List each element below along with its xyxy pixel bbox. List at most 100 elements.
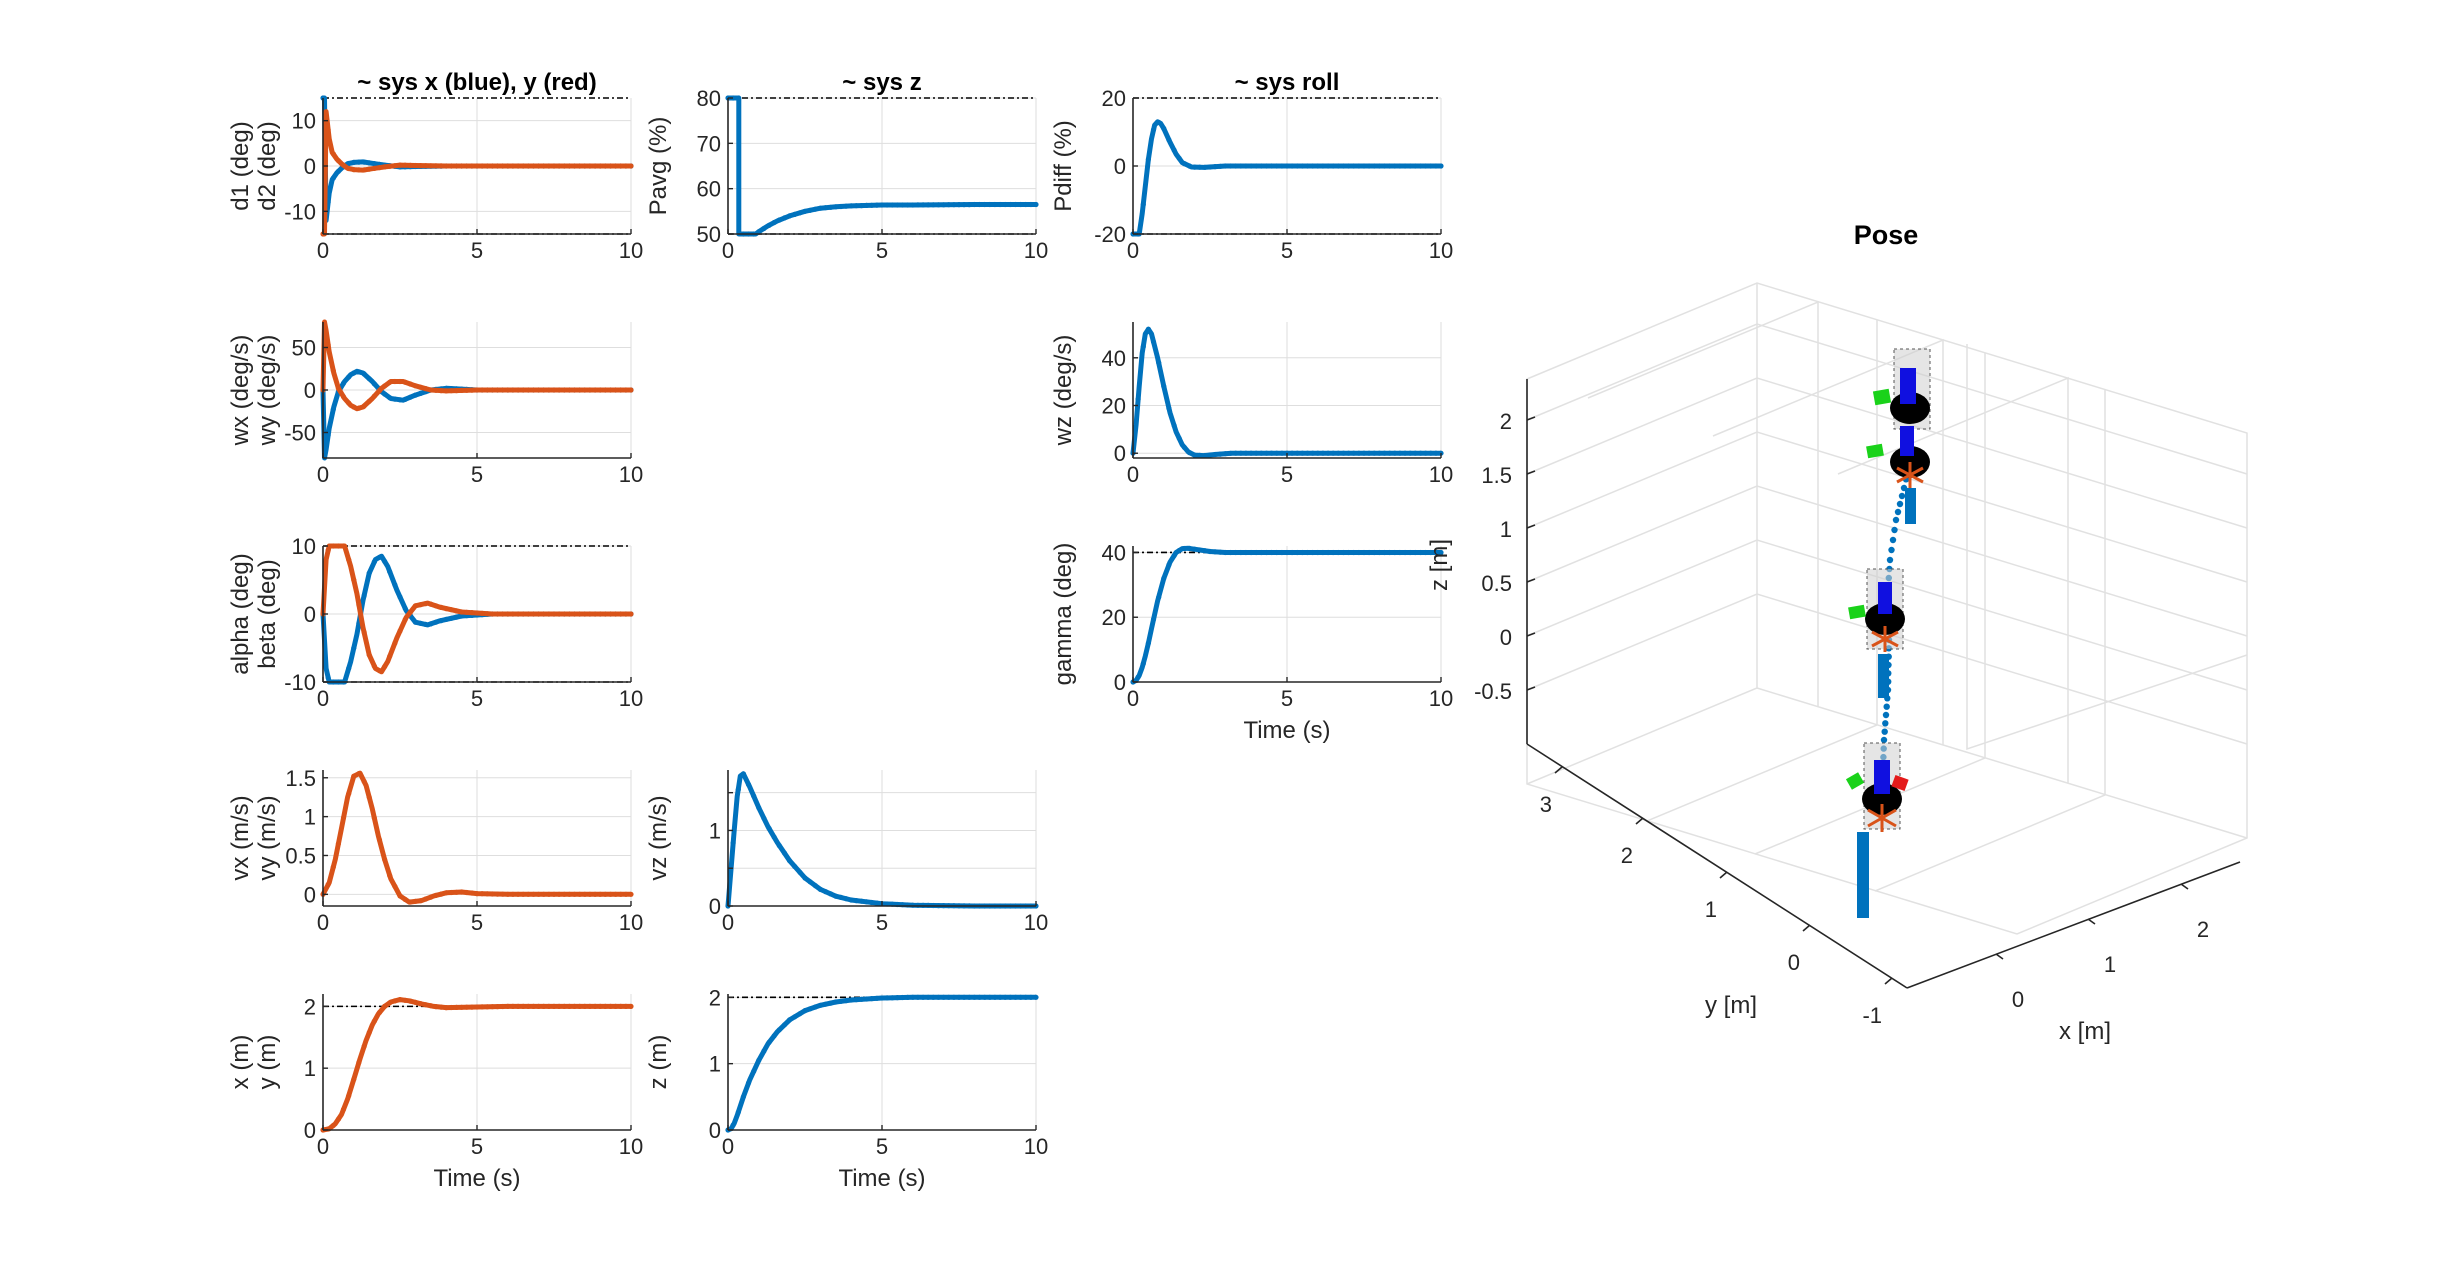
data-point	[817, 1002, 824, 1008]
data-point	[1407, 163, 1413, 169]
data-point	[423, 601, 429, 607]
data-point	[366, 166, 372, 172]
data-point	[1294, 549, 1300, 556]
data-point	[1233, 450, 1239, 456]
data-point	[397, 378, 403, 385]
data-point	[1222, 549, 1228, 556]
x-tick-label: 5	[471, 910, 483, 935]
data-point	[751, 1068, 757, 1074]
data-point	[628, 891, 634, 897]
data-point	[613, 1003, 619, 1010]
data-point	[797, 1011, 803, 1017]
trajectory-point	[1892, 516, 1900, 524]
data-point	[325, 1126, 331, 1132]
data-point	[1233, 163, 1239, 169]
x-tick-label: 5	[1281, 462, 1293, 487]
data-point	[571, 611, 578, 617]
subplot-p-vz: 0 5 10 0 1 vz (m/s)	[645, 770, 1048, 935]
data-point	[910, 202, 916, 208]
data-point	[392, 883, 398, 890]
data-point	[997, 994, 1003, 1000]
data-point	[412, 603, 418, 609]
data-point	[1274, 549, 1280, 556]
data-point	[356, 405, 362, 411]
data-point	[474, 610, 480, 616]
data-point	[412, 392, 418, 398]
data-point	[510, 387, 516, 393]
data-point	[407, 381, 413, 387]
data-point	[1161, 575, 1167, 582]
pose-zticklabel: 1.5	[1481, 463, 1512, 488]
data-point	[469, 890, 475, 896]
data-point	[433, 163, 439, 169]
data-point	[946, 994, 952, 1000]
data-point	[551, 387, 557, 393]
data-point	[1033, 201, 1039, 208]
data-point	[371, 165, 377, 171]
data-point	[843, 203, 849, 209]
data-point	[1402, 450, 1408, 456]
data-point	[756, 229, 762, 235]
data-point	[905, 994, 911, 1001]
data-point	[1012, 201, 1019, 208]
data-point	[494, 387, 501, 393]
data-point	[992, 201, 998, 208]
data-point	[464, 1004, 470, 1010]
data-point	[520, 387, 526, 393]
data-point	[366, 398, 372, 404]
data-point	[879, 995, 885, 1001]
data-point	[340, 394, 347, 400]
data-point	[433, 892, 439, 899]
y-tick-label: 0	[1114, 670, 1126, 695]
data-point	[756, 805, 762, 811]
data-point	[607, 611, 614, 617]
data-point	[417, 620, 424, 626]
pose-xticklabel: 2	[2197, 917, 2209, 942]
data-point	[1176, 435, 1182, 441]
data-point	[1423, 450, 1429, 456]
data-point	[982, 201, 988, 208]
pose-tick-labels: 2 1.5 1 0.5 0 -0.5 3 2 1 0 -1 0 1 2	[1474, 409, 2209, 1028]
data-point	[423, 621, 429, 628]
y-tick-label: 0	[1114, 154, 1126, 179]
data-point	[494, 891, 501, 897]
data-point	[858, 898, 865, 904]
x-tick-label: 5	[876, 910, 888, 935]
data-point	[822, 205, 829, 211]
data-point	[351, 645, 357, 651]
data-point	[561, 1003, 567, 1010]
y-axis-label: vy (m/s)	[254, 795, 281, 880]
x-tick-label: 5	[1281, 686, 1293, 711]
data-point	[505, 163, 511, 169]
data-point	[402, 162, 408, 168]
data-point	[1371, 549, 1377, 556]
x-tick-label: 10	[619, 238, 643, 263]
data-point	[817, 886, 824, 893]
data-point	[479, 387, 485, 393]
data-point	[797, 869, 803, 875]
data-point	[443, 1005, 449, 1011]
y-tick-label: 10	[292, 109, 316, 134]
data-point	[356, 167, 362, 173]
data-point	[1376, 549, 1382, 556]
data-point	[807, 1006, 813, 1012]
pose-axes	[1526, 379, 2241, 989]
subplot-p-xy: 0 5 10 0 1 2 x (m) y (m) Time (s)	[227, 994, 643, 1192]
data-point	[433, 1004, 439, 1010]
data-point	[1361, 549, 1367, 556]
data-point	[1351, 450, 1357, 456]
data-point	[510, 611, 516, 617]
data-point	[392, 396, 398, 402]
data-point	[361, 778, 367, 785]
data-point	[474, 891, 480, 897]
data-point	[494, 1004, 501, 1010]
data-point	[987, 201, 993, 208]
data-point	[987, 994, 993, 1000]
data-point	[1320, 163, 1326, 169]
data-point	[325, 547, 331, 554]
data-point	[366, 652, 372, 658]
data-point	[376, 165, 383, 171]
data-point	[392, 582, 398, 588]
data-point	[1248, 549, 1254, 556]
